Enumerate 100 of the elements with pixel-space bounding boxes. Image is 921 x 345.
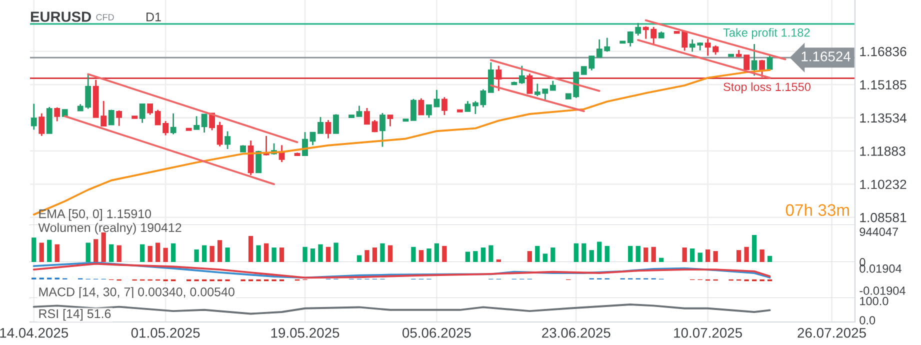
bar: [465, 252, 470, 262]
y-tick-label: 1.10232: [860, 180, 906, 190]
bar: [47, 240, 52, 262]
y-tick-label: 1.16836: [860, 46, 906, 56]
annotation: D1: [146, 12, 161, 22]
text: EURUSD: [30, 12, 91, 22]
bar: [163, 248, 168, 262]
ref-line-label: Stop loss 1.1550: [724, 82, 810, 94]
bar: [202, 245, 207, 262]
bar: [318, 244, 323, 262]
candlestick: [751, 43, 758, 76]
candlestick: [496, 65, 502, 92]
bar: [418, 250, 424, 262]
bar: [473, 251, 478, 262]
annotation: EMA [50, 0] 1.15910: [39, 209, 152, 221]
x-tick-label: 19.05.2025: [271, 328, 340, 338]
candlestick: [488, 62, 494, 93]
bar: [651, 246, 656, 262]
bar: [411, 246, 416, 262]
candlestick: [54, 106, 60, 122]
bar: [760, 249, 764, 262]
candlestick: [194, 116, 200, 130]
candlestick: [310, 132, 316, 146]
candlestick: [216, 121, 223, 148]
candlestick: [464, 100, 471, 112]
candlestick: [38, 112, 45, 137]
bar: [644, 248, 648, 262]
y-tick-label: -0.01904: [860, 286, 906, 295]
candlestick: [364, 107, 370, 125]
candlestick: [759, 59, 765, 78]
candlestick: [318, 116, 324, 134]
y-tick-label: 1.15185: [860, 80, 906, 90]
candlestick: [325, 119, 332, 140]
y-tick-label: 1.08581: [860, 212, 906, 222]
bar: [488, 245, 494, 262]
bar: [434, 243, 440, 262]
candlestick: [108, 109, 114, 126]
bar: [326, 246, 331, 262]
candlestick: [30, 103, 37, 130]
bar: [356, 255, 362, 262]
bar: [604, 246, 610, 262]
candlestick: [441, 96, 448, 116]
text: CFD: [96, 14, 114, 20]
bar: [589, 250, 594, 262]
bar: [109, 244, 114, 262]
bar: [597, 242, 602, 262]
candlestick: [372, 119, 378, 133]
bar: [682, 248, 687, 262]
y-tick-label: 100.0: [860, 296, 888, 306]
bar: [54, 244, 60, 262]
candlestick: [526, 72, 533, 94]
bar: [480, 248, 486, 262]
bar: [94, 239, 98, 262]
bar: [744, 246, 749, 262]
candlestick: [170, 112, 176, 136]
bar: [217, 240, 222, 262]
candlestick: [356, 105, 362, 117]
bar: [628, 246, 633, 262]
bar: [116, 245, 122, 262]
y-tick-label: 1.13534: [860, 113, 906, 123]
bar: [767, 256, 772, 262]
bar: [527, 251, 532, 262]
bar: [574, 243, 578, 262]
bar: [225, 248, 230, 262]
bar: [248, 236, 254, 262]
bar: [496, 259, 501, 262]
candlestick: [302, 131, 308, 156]
bar: [426, 248, 432, 262]
bar: [148, 246, 152, 262]
bar: [140, 244, 145, 262]
bar: [442, 246, 447, 262]
candlestick: [224, 130, 230, 150]
bar: [272, 248, 276, 262]
candlestick: [139, 103, 146, 124]
x-tick-label: 01.05.2025: [131, 328, 200, 338]
candlestick: [387, 114, 394, 127]
bar: [302, 246, 308, 262]
candlestick: [518, 65, 525, 85]
bar: [698, 252, 702, 262]
candlestick: [147, 103, 154, 116]
bar: [713, 251, 718, 262]
x-tick-label: 05.06.2025: [402, 328, 471, 338]
bar: [659, 258, 664, 262]
x-tick-label: 26.07.2025: [798, 328, 866, 338]
bar: [636, 246, 640, 262]
annotation: Wolumen (realny) 190412: [38, 222, 182, 235]
bar: [388, 245, 393, 262]
bar: [256, 245, 261, 262]
x-tick-label: 14.04.2025: [0, 328, 68, 338]
y-tick-label: 0: [860, 258, 866, 266]
bar: [364, 250, 370, 262]
bar: [194, 249, 199, 262]
bar: [752, 234, 757, 262]
ref-line-label: 1.16524: [802, 52, 850, 62]
bar: [170, 243, 176, 262]
candlestick: [410, 98, 416, 121]
y-tick-label: 1.11883: [860, 146, 906, 156]
candlestick: [418, 98, 424, 116]
annotation: 07h 33m: [786, 204, 849, 216]
annotation: RSI [14] 51.6: [39, 308, 111, 321]
